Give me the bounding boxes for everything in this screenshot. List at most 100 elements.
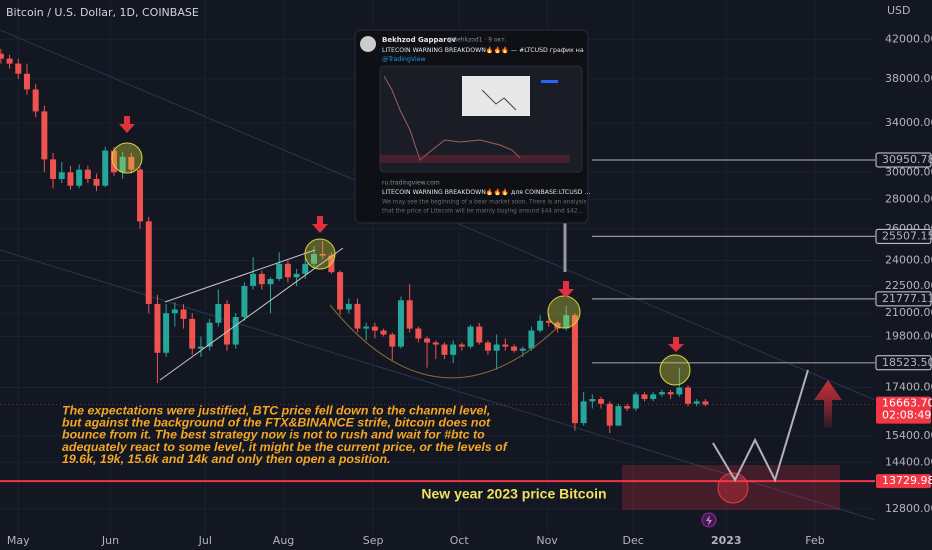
candle-body (241, 285, 248, 318)
candle-body (389, 334, 396, 347)
x-tick-label: Aug (273, 534, 294, 547)
candle-body (50, 159, 57, 179)
candle-body (476, 326, 483, 343)
candle-body (93, 178, 100, 186)
level-label: 25507.15 (882, 229, 932, 242)
candle-body (6, 58, 13, 64)
candle-body (615, 406, 622, 426)
tweet-card: Bekhzod Gapparov @Behkzod1 · 9 окт. LITE… (354, 29, 590, 224)
candle-body (32, 89, 39, 112)
candle-body (641, 394, 648, 400)
candle-body (258, 273, 265, 285)
tweet-image-line (481, 89, 517, 111)
y-tick-label: 14400.00 (885, 455, 932, 468)
candle-body (684, 387, 691, 404)
candle-body (667, 392, 674, 395)
candle-body (284, 263, 291, 278)
candle-body (650, 394, 657, 400)
candle-body (545, 320, 552, 323)
tweet-image-line (383, 75, 521, 161)
highlight-circle (659, 354, 691, 386)
candle-body (484, 342, 491, 351)
candle-body (128, 156, 135, 170)
price-axis (875, 0, 932, 550)
annotation-line: The expectations were justified, BTC pri… (62, 403, 490, 417)
annotation: The expectations were justified, BTC pri… (62, 403, 509, 466)
candle-body (345, 303, 352, 310)
y-tick-label: 17400.00 (885, 381, 932, 394)
candle-body (580, 401, 587, 424)
candle-body (154, 303, 161, 353)
y-tick-label: 22500.00 (885, 279, 932, 292)
level-label: 21777.11 (882, 292, 932, 305)
tweet-handle: @Behkzod1 · 9 окт. (447, 37, 507, 44)
candle-body (458, 344, 465, 347)
tweet-image (379, 65, 583, 173)
candle-body (693, 401, 700, 404)
candle-body (467, 326, 474, 347)
candle-body (441, 344, 448, 355)
candle-body (658, 392, 665, 395)
candle-body (145, 221, 152, 304)
level-tag (875, 355, 932, 371)
currency: USD (887, 4, 911, 17)
candle-body (528, 330, 535, 349)
level-label: 30950.78 (882, 153, 932, 166)
candle-body (450, 344, 457, 355)
candle-body (58, 172, 65, 179)
candle-body (110, 150, 117, 173)
wedge-line (159, 247, 344, 381)
y-tick-label: 12800.00 (885, 502, 932, 515)
candle-body (232, 317, 239, 345)
last-price-label: 16663.70 (882, 397, 932, 410)
down-arrow (668, 337, 684, 352)
candle-body (102, 150, 109, 186)
candle-body (624, 406, 631, 409)
x-tick-label: Sep (363, 534, 384, 547)
candle-body (310, 253, 317, 264)
y-tick-label: 19800.00 (885, 329, 932, 342)
down-arrow (119, 116, 135, 133)
highlight-circle (111, 142, 143, 174)
candle-body (171, 309, 178, 314)
y-tick-label: 30000.00 (885, 165, 932, 178)
avatar (360, 36, 376, 52)
y-tick-label: 21000.00 (885, 306, 932, 319)
candle-body (432, 342, 439, 345)
candle-body (571, 315, 578, 424)
level-tag (875, 291, 932, 307)
x-tick-label: May (7, 534, 30, 547)
y-tick-label: 24000.00 (885, 253, 932, 266)
event-icon (706, 515, 712, 526)
candle-body (276, 263, 283, 280)
candle-body (206, 322, 213, 347)
candle-body (319, 253, 326, 256)
candle-body (76, 169, 83, 186)
candle-body (137, 169, 144, 222)
candle-body (371, 326, 378, 331)
tweet-text: LITECOIN WARNING BREAKDOWN🔥🔥🔥 — #LTCUSD … (382, 46, 584, 54)
candle-body (0, 53, 4, 59)
candle-body (189, 318, 196, 349)
tweet-image-zone (380, 155, 570, 163)
candle-body (415, 328, 422, 339)
caption: New year 2023 price Bitcoin (421, 486, 606, 502)
y-tick-label: 42000.00 (885, 32, 932, 45)
candle-body (302, 263, 309, 274)
candle-body (23, 73, 30, 90)
candle-body (380, 330, 387, 335)
annotation-line: but against the background of the FTX&BI… (62, 415, 491, 429)
candle-body (250, 273, 257, 286)
tweet-link-text: that the price of Litecoin will be mainl… (382, 209, 583, 215)
candle-body (397, 300, 404, 347)
candle-body (493, 344, 500, 351)
annotation-line: adequately react to some level, it might… (62, 440, 509, 454)
wedge-line (164, 249, 316, 303)
candle-body (363, 326, 370, 329)
level-tag (875, 228, 932, 244)
tweet-text: @TradingView (382, 55, 426, 63)
up-arrow (814, 380, 842, 428)
candle-body (563, 315, 570, 329)
x-tick-label: Jul (198, 534, 212, 547)
